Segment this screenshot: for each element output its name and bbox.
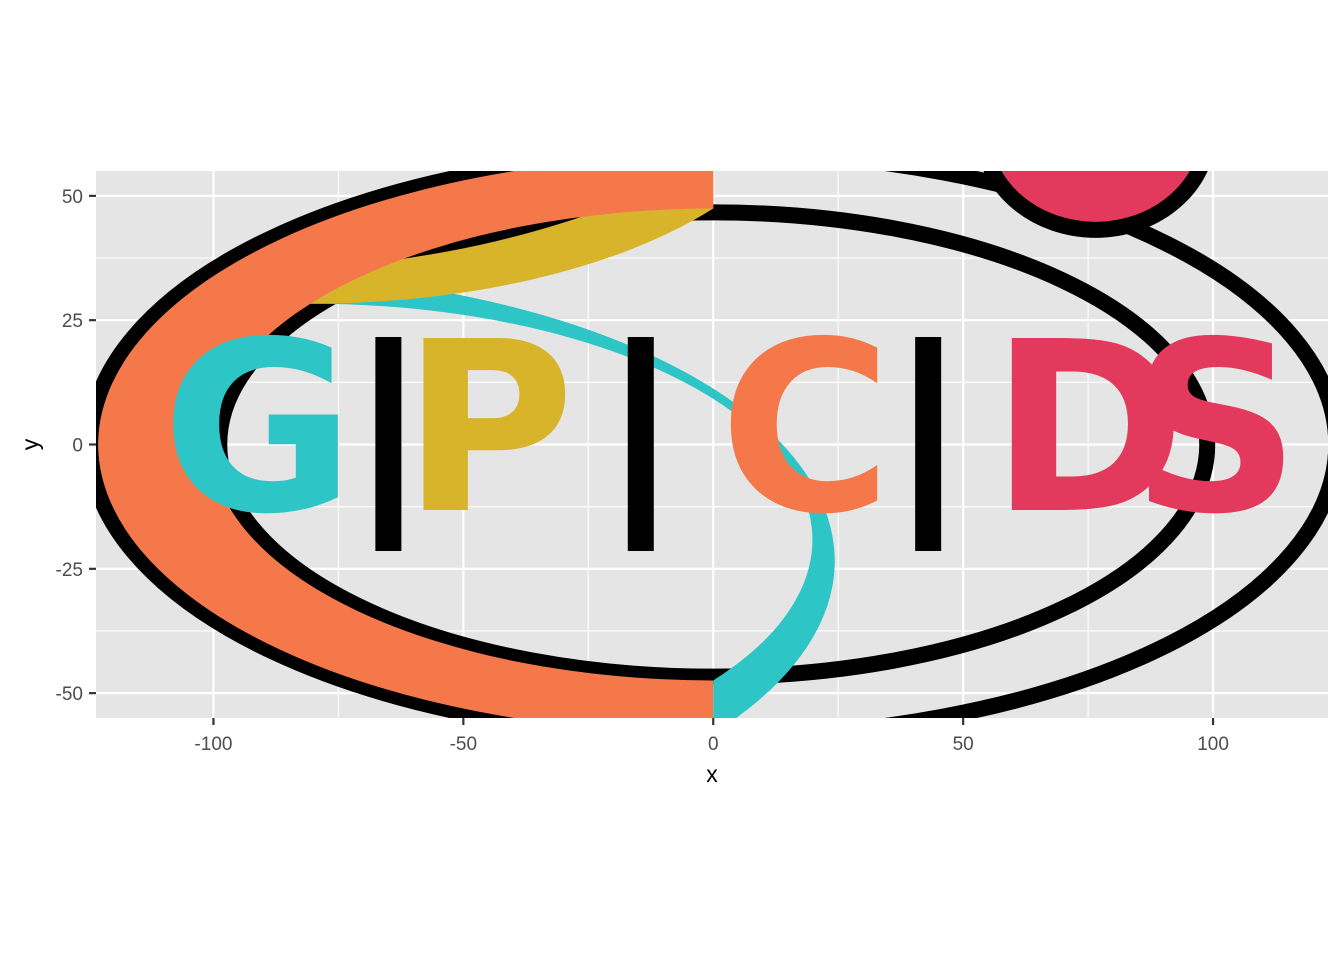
logo-letters: G P C DS [162,291,1301,566]
logo-letter-c: C [719,291,892,566]
x-tick-label: -50 [450,734,477,755]
ring-outline [211,204,1216,685]
logo-letter-p: P [402,291,575,566]
logo-letter-s: S [1131,291,1301,566]
x-tick-label: -100 [194,734,232,755]
letter-bar [915,337,942,551]
x-tick-label: 0 [708,734,719,755]
x-tick-label: 100 [1197,734,1229,755]
letter-bar [627,337,654,551]
letter-bar [375,337,402,551]
logo-letter-d: D [990,291,1186,566]
logo-circle [983,171,1208,238]
y-tick-label: -25 [56,560,83,581]
ring-segment-right [98,171,714,718]
y-tick-label: -50 [56,684,83,705]
x-axis-title: x [706,761,718,787]
logo-letter-g: G [162,291,356,566]
y-tick-label: 25 [62,311,83,332]
y-tick-label: 0 [72,436,83,457]
logo-shapes [96,171,1328,718]
y-axis-title: y [17,438,43,450]
axes: -100 -50 0 50 100 50 25 0 -25 -50 [56,187,1229,755]
y-tick-label: 50 [62,187,83,208]
x-tick-label: 50 [953,734,974,755]
ring-segment-left [219,272,835,718]
